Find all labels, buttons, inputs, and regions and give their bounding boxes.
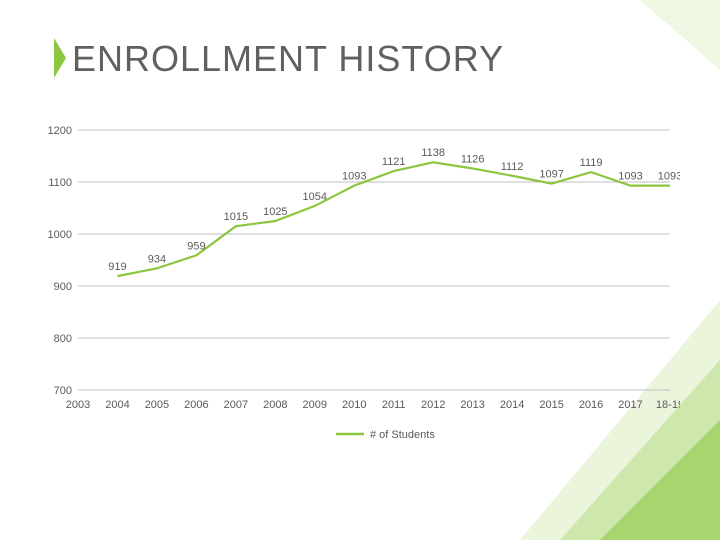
data-label: 919 <box>108 261 126 273</box>
data-label: 1121 <box>382 156 406 168</box>
y-tick-label: 900 <box>54 281 72 293</box>
data-label: 1093 <box>342 171 366 183</box>
chart-svg: 700 800 900 1000 1100 1200 2003 2004 2005 2006 200… <box>40 120 680 450</box>
data-label: 959 <box>187 240 205 252</box>
x-tick-label: 2010 <box>342 399 366 411</box>
x-tick-label: 2005 <box>145 399 169 411</box>
x-tick-label: 2004 <box>105 399 129 411</box>
title-accent-icon <box>54 38 66 78</box>
x-tick-label: 2012 <box>421 399 445 411</box>
enrollment-chart: 700 800 900 1000 1100 1200 2003 2004 2005 2006 200… <box>40 120 680 450</box>
y-tick-label: 700 <box>54 385 72 397</box>
x-tick-label: 2008 <box>263 399 287 411</box>
y-tick-label: 1100 <box>48 177 72 189</box>
data-label: 934 <box>148 253 166 265</box>
data-label: 1112 <box>501 161 524 173</box>
x-tick-label: 2003 <box>66 399 90 411</box>
data-label: 1025 <box>263 206 287 218</box>
x-tick-label: 2013 <box>460 399 484 411</box>
x-tick-label: 2007 <box>224 399 248 411</box>
data-label: 1097 <box>539 169 563 181</box>
y-tick-label: 800 <box>54 333 72 345</box>
legend-label: # of Students <box>370 429 435 441</box>
x-tick-label: 2017 <box>618 399 642 411</box>
x-tick-label: 2015 <box>539 399 563 411</box>
x-tick-label: 2016 <box>579 399 603 411</box>
x-tick-label: 2011 <box>382 399 406 411</box>
x-tick-label: 2009 <box>303 399 327 411</box>
page-title: ENROLLMENT HISTORY <box>72 38 504 80</box>
data-label: 1054 <box>303 191 327 203</box>
y-tick-label: 1200 <box>48 125 72 137</box>
x-tick-label: 18-19 <box>656 399 680 411</box>
data-label: 1093 <box>618 171 642 183</box>
series-line <box>117 162 670 276</box>
y-tick-label: 1000 <box>48 229 72 241</box>
x-tick-label: 2014 <box>500 399 524 411</box>
data-label: 1119 <box>580 157 603 169</box>
data-label: 1126 <box>461 153 485 165</box>
data-label: 1015 <box>224 211 248 223</box>
data-label: 1138 <box>421 147 445 159</box>
data-label: 1093 <box>658 171 680 183</box>
x-tick-label: 2006 <box>184 399 208 411</box>
